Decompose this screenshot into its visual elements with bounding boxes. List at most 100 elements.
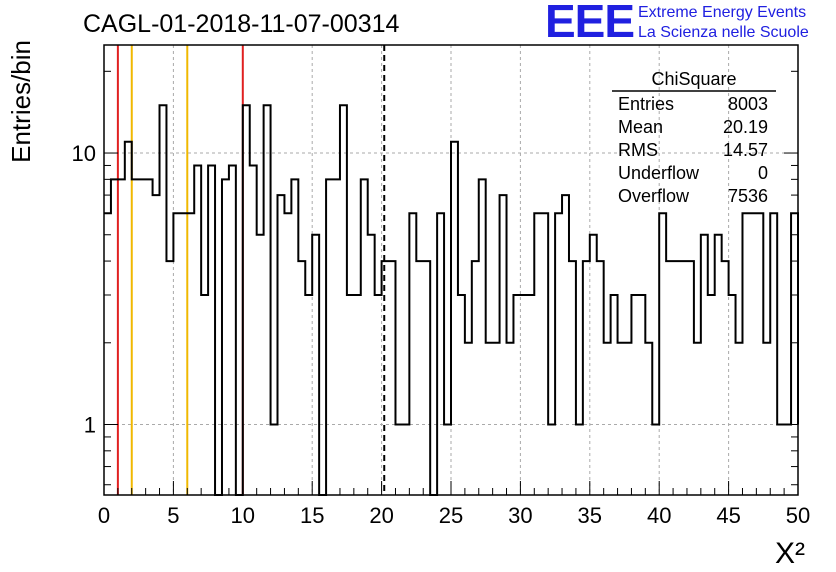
stats-row-value: 0 (758, 163, 768, 183)
histogram-bin (791, 213, 798, 495)
histogram (104, 104, 799, 496)
histogram-bin (513, 295, 520, 495)
histogram-bin (118, 179, 125, 495)
histogram-bin (146, 179, 153, 495)
histogram-bin (104, 213, 111, 495)
x-tick-label: 20 (369, 503, 393, 528)
eee-logo: EEE Extreme Energy Events La Scienza nel… (545, 0, 835, 48)
histogram-bin (756, 213, 763, 495)
histogram-bin (243, 105, 250, 495)
histogram-bin (493, 343, 500, 495)
histogram-bin (354, 295, 361, 495)
histogram-bin (736, 343, 743, 495)
histogram-bin (416, 261, 423, 495)
histogram-bin (590, 235, 597, 495)
histogram-bin (645, 343, 652, 495)
histogram-bin (701, 235, 708, 495)
histogram-bin (749, 213, 756, 495)
stats-rows: Entries 8003 Mean 20.19 RMS 14.57 Underflow 0 Ov… (618, 94, 768, 206)
histogram-bin (312, 235, 319, 495)
histogram-bin (458, 295, 465, 495)
histogram-bin (166, 261, 173, 495)
histogram-bin (451, 142, 458, 495)
histogram-bin (208, 165, 215, 495)
histogram-bin (250, 165, 257, 495)
x-tick-label: 10 (231, 503, 255, 528)
histogram-bin (576, 425, 583, 495)
histogram-bin (278, 195, 285, 495)
x-tick-label: 0 (98, 503, 110, 528)
histogram-bin (264, 105, 271, 495)
histogram-bin (305, 295, 312, 495)
histogram-bin (763, 343, 770, 495)
histogram-bin (618, 343, 625, 495)
histogram-bin (638, 295, 645, 495)
x-tick-label: 45 (716, 503, 740, 528)
histogram-bin (715, 235, 722, 495)
histogram-bin (389, 261, 396, 495)
histogram-bin (548, 425, 555, 495)
histogram-bin (437, 213, 444, 495)
histogram-bin (611, 295, 618, 495)
histogram-bin (534, 213, 541, 495)
histogram-bin (284, 213, 291, 495)
histogram-bin (125, 142, 132, 495)
histogram-bin (160, 105, 167, 495)
histogram-bin (194, 165, 201, 495)
histogram-bin (569, 261, 576, 495)
histogram-bin (680, 261, 687, 495)
stats-row-value: 8003 (728, 94, 768, 114)
histogram-bin (555, 213, 562, 495)
x-axis-label: X² (775, 537, 805, 570)
stats-row-label: Entries (618, 94, 674, 114)
stats-row-value: 20.19 (723, 117, 768, 137)
page-title: CAGL-01-2018-11-07-00314 (83, 10, 400, 38)
histogram-bin (722, 261, 729, 495)
histogram-bin (527, 295, 534, 495)
histogram-bin (673, 261, 680, 495)
y-axis-label: Entries/bin (6, 40, 36, 163)
histogram-bin (187, 213, 194, 495)
histogram-bin (271, 425, 278, 495)
histogram-bin (652, 425, 659, 495)
histogram-bin (597, 261, 604, 495)
logo-line-1: Extreme Energy Events (638, 4, 807, 21)
histogram-bin (111, 179, 118, 495)
histogram-bin (562, 195, 569, 495)
histogram-bin (347, 295, 354, 495)
x-tick-label: 25 (439, 503, 463, 528)
histogram-bin (625, 343, 632, 495)
histogram-bin (395, 425, 402, 495)
histogram-outline (104, 104, 799, 496)
histogram-bin (375, 295, 382, 495)
histogram-bin (368, 235, 375, 495)
histogram-bin (340, 105, 347, 495)
histogram-bin (298, 261, 305, 495)
histogram-bin (180, 213, 187, 495)
histogram-bin (604, 343, 611, 495)
x-tick-label: 50 (786, 503, 810, 528)
histogram-bin (402, 425, 409, 495)
histogram-bin (472, 261, 479, 495)
histogram-bin (694, 343, 701, 495)
histogram-bin (222, 179, 229, 495)
histogram-bin (229, 165, 236, 495)
axes: 0 5 10 15 20 25 30 35 40 45 50 1 10 (72, 44, 810, 528)
histogram-bin (173, 213, 180, 495)
histogram-bin (770, 213, 777, 495)
histogram-bin (500, 195, 507, 495)
histogram-bin (541, 213, 548, 495)
stats-row-label: RMS (618, 140, 658, 160)
stats-box: ChiSquare Entries 8003 Mean 20.19 RMS 14.57 Un… (612, 69, 776, 206)
histogram-bin (465, 343, 472, 495)
histogram-bin (291, 179, 298, 495)
histogram-bin (507, 343, 514, 495)
logo-line-2: La Scienza nelle Scuole (638, 24, 809, 41)
histogram-bin (257, 235, 264, 495)
histogram-bin (520, 295, 527, 495)
x-tick-label: 15 (300, 503, 324, 528)
histogram-bin (139, 179, 146, 495)
y-tick-label: 1 (84, 413, 96, 438)
histogram-bin (659, 213, 666, 495)
